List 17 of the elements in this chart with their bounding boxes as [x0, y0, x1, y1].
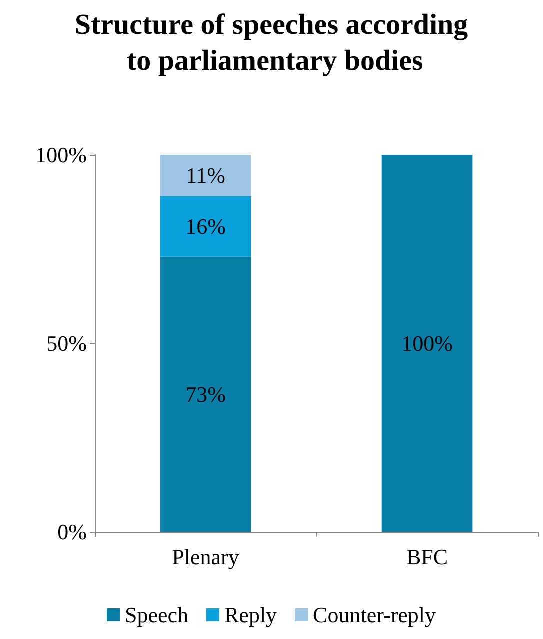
legend-label: Counter-reply — [313, 602, 436, 628]
y-tick-label: 0% — [58, 520, 87, 544]
legend-label: Speech — [124, 602, 189, 628]
bar — [160, 256, 252, 532]
bar — [382, 155, 473, 532]
x-tick-label: BFC — [406, 544, 448, 570]
data-label: 73% — [186, 382, 226, 407]
bar — [160, 196, 252, 257]
x-tick-label: Plenary — [172, 544, 240, 570]
data-label: 11% — [186, 163, 226, 188]
bar — [160, 155, 252, 196]
legend-label: Reply — [224, 602, 278, 628]
data-label: 16% — [186, 214, 226, 240]
data-label: 100% — [402, 331, 453, 356]
y-tick-label: 50% — [46, 331, 87, 356]
chart-title: Structure of speeches according to parliamentary bodies — [74, 9, 469, 77]
y-tick-label: 100% — [36, 142, 87, 168]
